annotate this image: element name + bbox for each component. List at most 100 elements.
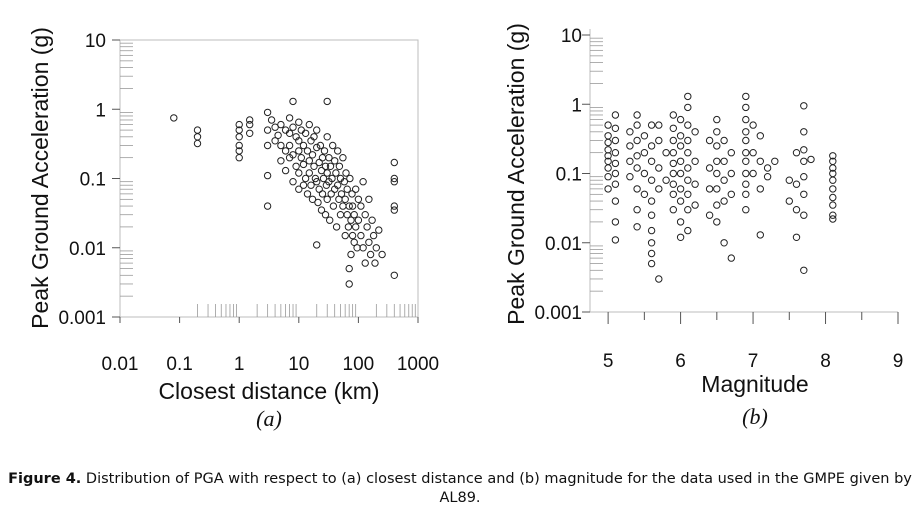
panel-a-y-tick-label: 0.01 — [69, 239, 106, 260]
panel-a-data-point — [308, 151, 317, 159]
panel-a-data-point — [329, 202, 338, 210]
panel-a-data-point — [193, 133, 202, 141]
panel-a-data-point — [263, 141, 272, 150]
panel-a-data-point — [277, 141, 285, 150]
panel-a-data-point — [359, 178, 367, 186]
panel-b-data-point — [669, 190, 677, 199]
panel-b-data-point — [647, 239, 656, 247]
panel-b-data-point — [713, 201, 721, 209]
panel-a-data-point — [327, 190, 335, 198]
panel-a-data-point — [325, 154, 333, 162]
panel-b-x-tick-label: 9 — [893, 351, 904, 372]
panel-b-data-point — [691, 180, 699, 188]
panel-b-y-tick-label: 0.1 — [556, 165, 582, 186]
panel-b-data-point — [611, 159, 620, 168]
panel-b-data-point — [792, 206, 801, 214]
panel-b-data-point — [669, 180, 677, 188]
panel-a-data-point — [193, 139, 202, 148]
panel-a-data-point — [390, 174, 398, 183]
panel-b-data-point — [604, 164, 612, 172]
panel-a-data-point — [303, 147, 312, 155]
panel-a-data-point — [334, 147, 342, 155]
panel-b-data-point — [676, 185, 685, 193]
panel-b-data-point — [647, 226, 656, 235]
panel-b-data-point — [800, 146, 808, 154]
panel-b-data-point — [749, 121, 757, 129]
panel-a-data-point — [365, 238, 373, 247]
panel-a-data-point — [340, 178, 348, 186]
panel-a-data-point — [368, 216, 376, 224]
panel-a-x-tick-label: 1000 — [397, 354, 439, 375]
panel-a-data-point — [295, 137, 303, 145]
panel-a-data-point — [345, 280, 353, 288]
panel-a-data-point — [365, 195, 373, 204]
panel-a-data-point — [343, 185, 351, 193]
panel-a-data-point — [263, 202, 272, 210]
panel-b-data-point — [676, 233, 685, 242]
panel-a-data-point — [295, 147, 303, 155]
panel-a-data-point — [390, 202, 398, 210]
panel-a-data-point — [339, 154, 347, 162]
panel-b-y-tick-label: 0.001 — [534, 303, 582, 324]
panel-b-data-point — [684, 226, 692, 235]
panel-a-data-point — [331, 157, 339, 165]
panel-b-data-point — [647, 197, 656, 205]
panel-a-data-point — [354, 216, 363, 224]
panel-b-data-point — [792, 180, 801, 188]
panel-a-data-point — [299, 181, 308, 189]
panel-b-data-point — [640, 132, 649, 140]
panel-a-data-point — [289, 178, 297, 186]
panel-b-data-point — [655, 275, 663, 283]
panel-a-data-point — [321, 162, 330, 171]
panel-b-data-point — [756, 185, 764, 193]
panel-b-data-point — [604, 152, 612, 160]
panel-b-data-point — [727, 169, 735, 178]
panel-b-data-point — [611, 111, 620, 119]
panel-a-y-axis-label: Peak Ground Acceleration (g) — [27, 27, 53, 329]
panel-b-data-point — [763, 173, 772, 181]
panel-b-data-point — [626, 128, 634, 136]
panel-b-data-point — [800, 190, 808, 199]
panel-b-data-point — [742, 206, 750, 214]
panel-b-data-point — [785, 176, 793, 184]
panel-a-data-point — [323, 97, 331, 106]
panel-a-data-point — [299, 141, 308, 150]
panel-b-data-point — [829, 152, 837, 160]
panel-a-data-point — [313, 241, 321, 249]
panel-a-data-point — [314, 198, 322, 207]
panel-b-data-point — [691, 128, 699, 136]
panel-b-data-point — [611, 169, 620, 178]
panel-a-data-point — [337, 190, 346, 198]
panel-b-data-point — [647, 142, 656, 150]
panel-b-data-point — [705, 211, 714, 219]
panel-a-data-point — [295, 169, 303, 177]
panel-b-x-tick-label: 5 — [603, 351, 614, 372]
caption-label: Figure 4. — [8, 471, 82, 487]
panel-b-data-point — [713, 115, 721, 124]
panel-a-data-point — [271, 137, 279, 145]
panel-b-data-point — [727, 149, 735, 157]
panel-a-data-point — [361, 259, 369, 267]
panel-a-data-point — [285, 129, 294, 138]
panel-a-scatter: 0.001 0.01 0.1 1 10 0.01 0.1 1 10 100 1000 Closest … — [27, 27, 439, 431]
panel-a-data-point — [339, 202, 347, 210]
panel-b-data-point — [633, 164, 641, 172]
panel-b-data-point — [669, 149, 677, 157]
panel-b-data-point — [684, 206, 692, 214]
panel-a-data-point — [289, 123, 297, 131]
panel-b-data-point — [727, 190, 735, 199]
panel-a-data-point — [303, 190, 312, 198]
figure-caption: Figure 4. Distribution of PGA with respe… — [0, 470, 920, 508]
panel-b-data-point — [604, 146, 612, 154]
panel-b-data-point — [640, 149, 649, 157]
panel-a-data-point — [347, 250, 355, 259]
panel-a-data-point — [335, 162, 344, 171]
panel-b-data-point — [705, 185, 714, 193]
panel-b-data-point — [771, 157, 779, 166]
panel-b-data-point — [676, 115, 685, 124]
panel-b-data-point — [829, 164, 837, 172]
panel-b-data-point — [611, 236, 620, 244]
panel-a-data-point — [341, 195, 349, 204]
panel-b-data-point — [742, 180, 750, 188]
